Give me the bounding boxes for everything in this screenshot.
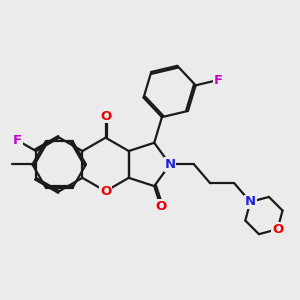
Text: O: O xyxy=(100,185,111,198)
Text: F: F xyxy=(13,134,22,147)
Text: O: O xyxy=(272,223,283,236)
Text: O: O xyxy=(155,200,166,213)
Text: N: N xyxy=(164,158,175,171)
Text: O: O xyxy=(100,110,111,123)
Text: F: F xyxy=(213,74,222,87)
Text: N: N xyxy=(245,195,256,208)
